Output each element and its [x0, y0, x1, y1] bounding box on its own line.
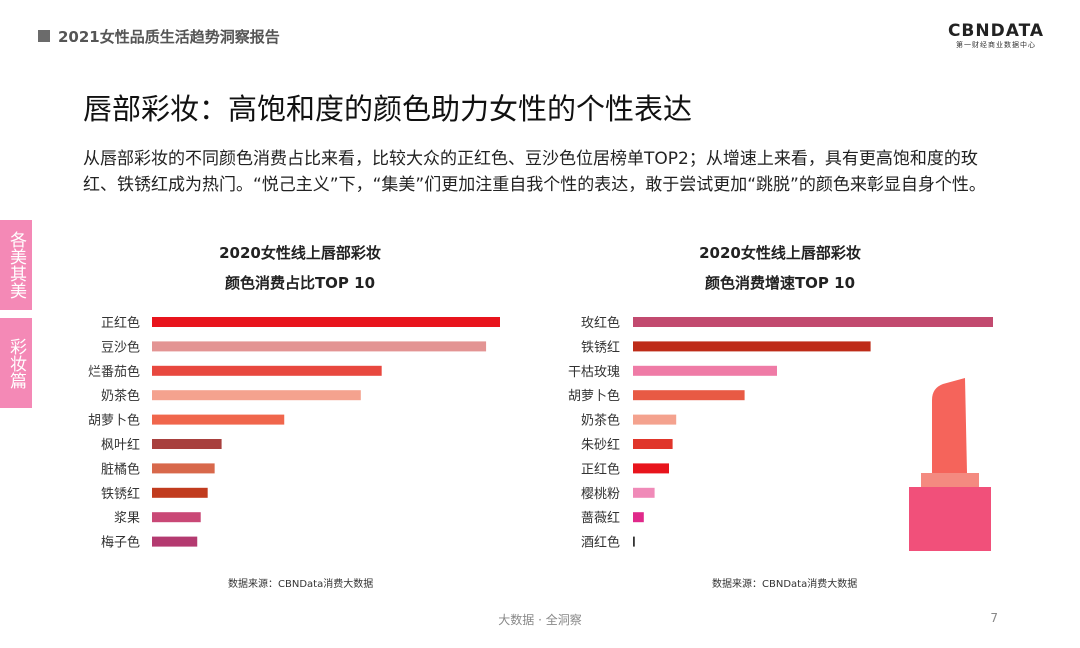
chart1-bar	[152, 317, 500, 327]
chart2-bar	[633, 536, 635, 547]
chart2-bar	[633, 439, 673, 449]
chart1-bar	[152, 512, 201, 523]
chart2-title-line1: 2020女性线上唇部彩妆	[699, 244, 861, 262]
chart1-category-label: 铁锈红	[101, 486, 140, 502]
chart2-category-label: 酒红色	[581, 535, 620, 551]
chart1-bar	[152, 390, 361, 401]
report-title: 2021女性品质生活趋势洞察报告	[58, 28, 280, 46]
chart2-category-label: 干枯玫瑰	[568, 364, 620, 380]
chart2-category-label: 铁锈红	[581, 339, 620, 355]
chart2-source: 数据来源：CBNData消费大数据	[712, 579, 858, 590]
logo-main: CBNDATA	[947, 21, 1044, 41]
chart2-category-label: 朱砂红	[581, 437, 620, 453]
chart1-bar	[152, 536, 198, 547]
chart2-category-label: 奶茶色	[581, 413, 620, 429]
chart2-bar	[633, 365, 777, 376]
description: 从唇部彩妆的不同颜色消费占比来看，比较大众的正红色、豆沙色位居榜单TOP2；从增…	[83, 149, 986, 195]
chart2-bar	[633, 390, 745, 401]
chart1-category-label: 正红色	[101, 315, 140, 331]
chart1-category-label: 胡萝卜色	[88, 413, 140, 429]
chart1-category-label: 豆沙色	[101, 339, 140, 355]
page-number: 7	[990, 611, 998, 625]
chart2-title-line2: 颜色消费增速TOP 10	[704, 274, 856, 292]
chart2-title: 2020女性线上唇部彩妆 颜色消费增速TOP 10	[630, 238, 930, 298]
chart2-bar	[633, 414, 677, 425]
chart2-category-label: 玫红色	[581, 315, 620, 331]
chart2-bar	[633, 487, 655, 498]
chart1-category-label: 梅子色	[101, 535, 140, 551]
chart1-category-label: 奶茶色	[101, 388, 140, 404]
chart1-bar	[152, 463, 215, 474]
chart2-category-label: 樱桃粉	[581, 486, 620, 502]
chart2-bar	[633, 317, 993, 327]
chart1-title-line2: 颜色消费占比TOP 10	[224, 274, 376, 292]
chart2-category-label: 蔷薇红	[581, 510, 620, 526]
chart1-source: 数据来源：CBNData消费大数据	[228, 579, 374, 590]
logo: CBNDATA 第一财经商业数据中心	[948, 22, 1044, 50]
chart1-bar	[152, 341, 487, 352]
chart1-bar	[152, 414, 285, 425]
chart1-category-label: 烂番茄色	[88, 364, 140, 380]
chart1-category-label: 浆果	[114, 511, 140, 526]
side-tab-caizhuang[interactable]: 彩妆篇	[0, 318, 32, 408]
chart1-title: 2020女性线上唇部彩妆 颜色消费占比TOP 10	[150, 238, 450, 298]
side-tab-gemeiqimei[interactable]: 各美其美	[0, 220, 32, 310]
chart2-category-label: 正红色	[581, 461, 620, 477]
chart2-bar	[633, 512, 644, 523]
page-title: 唇部彩妆：高饱和度的颜色助力女性的个性表达	[83, 92, 693, 126]
lipstick-icon	[909, 378, 991, 551]
chart2-category-label: 胡萝卜色	[568, 388, 620, 404]
chart1-category-label: 枫叶红	[101, 437, 140, 453]
chart2-bar	[633, 341, 871, 352]
header-square-icon	[38, 30, 50, 42]
chart2-bar	[633, 463, 669, 474]
footer-text: 大数据 · 全洞察	[498, 613, 582, 627]
chart1-title-line1: 2020女性线上唇部彩妆	[219, 244, 381, 262]
chart1-bar	[152, 487, 208, 498]
chart1-bar	[152, 439, 222, 449]
logo-sub: 第一财经商业数据中心	[955, 41, 1036, 49]
chart1-bar	[152, 365, 382, 376]
chart1-category-label: 脏橘色	[101, 461, 140, 477]
